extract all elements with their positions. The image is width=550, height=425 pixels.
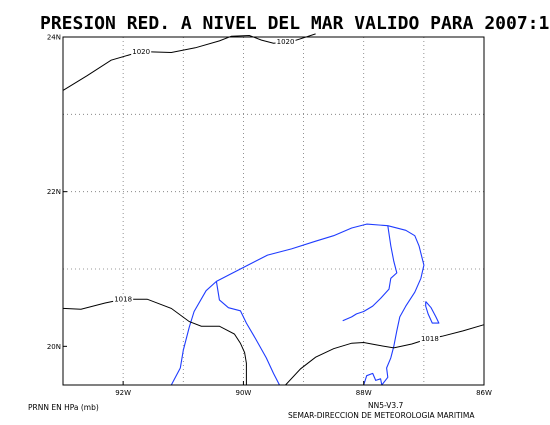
coastline-bay-inlet [363,372,383,386]
coastline-campeche-boundary [215,281,280,386]
isobar-label: 1018 [114,296,132,304]
isobar-label: 1020 [277,38,295,46]
map-frame [62,36,485,386]
x-tick-label: 90W [236,389,252,397]
x-tick-label: 92W [115,389,131,397]
coastlines [170,223,440,386]
isobar-label: 1018 [421,335,439,343]
isobar-labels: 1020 1020 1018 1018 [113,36,440,343]
x-tick-label: 86W [476,389,492,397]
coastline-quintana-roo-boundary [342,225,398,322]
y-tick-label: 22N [47,188,61,196]
x-tick-label: 88W [356,389,372,397]
model-label: NN5-V3.7 [368,401,404,410]
map-title: PRESION RED. A NIVEL DEL MAR VALIDO PARA… [40,13,550,34]
y-tick-label: 20N [47,343,61,351]
units-label: PRNN EN HPa (mb) [28,403,99,412]
isobar-label-bg [419,333,440,343]
isobar-label-bg [131,46,152,56]
isobar-label-bg [275,36,296,46]
axis-ticks: 92W 90W 88W 86W 24N 22N 20N [47,34,492,398]
isobar-1018 [62,298,247,385]
isobars [62,33,485,386]
isobar-label-bg [113,294,134,304]
isobar-1018 [285,324,485,386]
coastline-yucatan-peninsula [170,223,425,386]
isobar-label: 1020 [132,48,150,56]
gridlines [63,37,484,385]
organization-label: SEMAR-DIRECCION DE METEOROLOGIA MARITIMA [288,411,475,420]
coastline-cozumel-island [425,301,440,324]
y-tick-label: 24N [47,34,61,42]
